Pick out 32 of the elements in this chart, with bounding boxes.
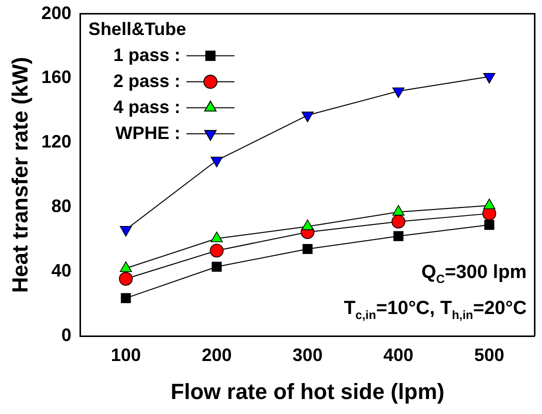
y-tick-label: 40 bbox=[51, 260, 72, 281]
y-axis-title: Heat transfer rate (kW) bbox=[7, 56, 32, 293]
point bbox=[120, 293, 131, 304]
annotation: T$_{c,in}$=10°C, T$_{h,in}$=20°C bbox=[344, 298, 527, 322]
y-tick-label: 0 bbox=[61, 324, 72, 345]
legend-title: Shell&Tube bbox=[88, 18, 186, 39]
y-tick-label: 160 bbox=[41, 67, 72, 88]
x-tick-label: 200 bbox=[202, 344, 232, 365]
point bbox=[302, 244, 313, 254]
y-tick-label: 80 bbox=[51, 196, 72, 216]
point bbox=[484, 220, 494, 230]
y-tick-label: 120 bbox=[41, 132, 72, 152]
point bbox=[210, 244, 224, 258]
y-tick-label: 200 bbox=[41, 2, 72, 23]
x-tick-label: 100 bbox=[110, 344, 141, 365]
point bbox=[118, 272, 133, 286]
x-axis-title: Flow rate of hot side (lpm) bbox=[170, 378, 444, 404]
point bbox=[212, 262, 222, 272]
legend-label: WPHE : bbox=[115, 122, 180, 143]
point bbox=[483, 72, 496, 84]
x-tick-label: 300 bbox=[292, 344, 323, 365]
x-tick-label: 400 bbox=[383, 344, 414, 365]
point bbox=[392, 214, 406, 229]
annotation: Q$_{C}$=300 lpm bbox=[421, 262, 527, 286]
x-tick-label: 500 bbox=[474, 344, 504, 365]
point bbox=[302, 112, 314, 122]
point bbox=[393, 231, 404, 242]
legend-label: 1 pass : bbox=[113, 44, 180, 65]
point bbox=[392, 87, 404, 98]
legend-label: 4 pass : bbox=[113, 96, 180, 117]
legend-label: 2 pass : bbox=[113, 70, 180, 91]
point bbox=[210, 156, 223, 168]
